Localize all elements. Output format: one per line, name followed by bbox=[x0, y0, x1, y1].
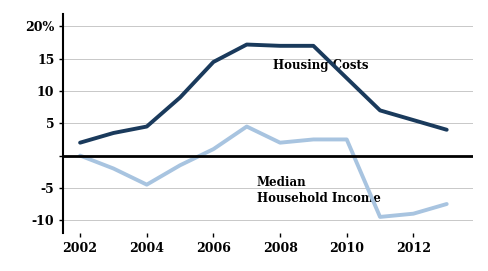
Text: Housing Costs: Housing Costs bbox=[273, 59, 369, 72]
Text: Median
Household Income: Median Household Income bbox=[257, 176, 381, 205]
